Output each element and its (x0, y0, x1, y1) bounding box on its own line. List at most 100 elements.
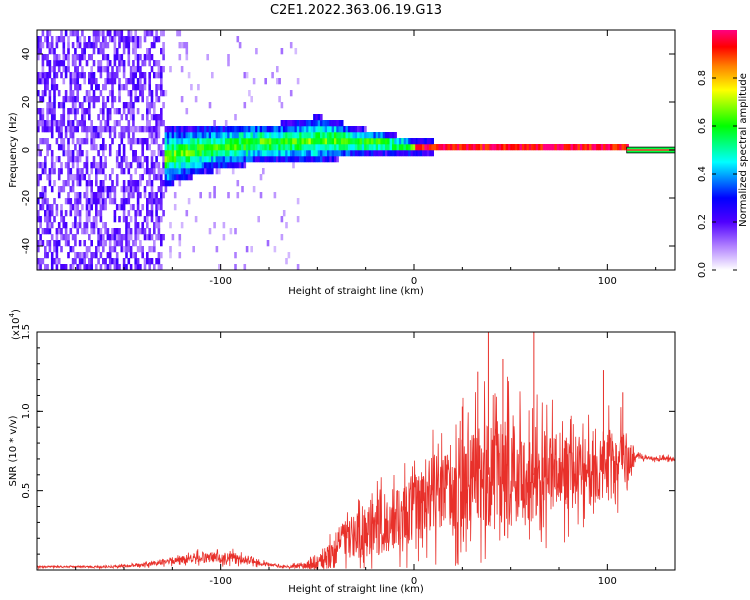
spectrogram-cell (85, 186, 89, 193)
spectrogram-cell (85, 192, 89, 199)
spectrogram-cell (310, 138, 314, 145)
spectrogram-cell (306, 144, 309, 151)
spectrogram-cell (104, 102, 107, 109)
spectrogram-cell (166, 180, 170, 187)
spectrogram-cell (347, 132, 351, 139)
spectrogram-cell (310, 156, 314, 163)
spectrogram-cell (169, 156, 172, 163)
spectrogram-cell (48, 60, 52, 67)
spectrogram-cell (136, 108, 140, 115)
spectrogram-cell (589, 144, 592, 151)
spectrogram-cell (276, 78, 279, 85)
spectrogram-cell (111, 258, 114, 265)
spectrogram-cell (46, 102, 49, 109)
spectrogram-cell (127, 78, 131, 85)
spectrogram-cell (39, 72, 42, 79)
spectrogram-cell (150, 246, 154, 253)
spectrogram-cell (164, 174, 168, 181)
spectrogram-cell (99, 198, 103, 205)
spectrogram-cell (250, 144, 253, 151)
spectrogram-cell (85, 204, 89, 211)
spectrogram-cell (317, 120, 321, 127)
spectrogram-cell (306, 156, 309, 163)
spectrogram-cell (218, 264, 221, 270)
spectrogram-cell (146, 114, 149, 121)
spectrogram-cell (185, 210, 189, 217)
spectrogram-cell (104, 240, 107, 247)
spectrogram-cell (81, 30, 84, 37)
spectrogram-cell (104, 204, 107, 211)
spectrogram-cell (95, 180, 98, 187)
spectrogram-cell (95, 168, 98, 175)
spectrogram-ytick-label: 40 (21, 48, 32, 61)
spectrogram-cell (113, 36, 117, 43)
spectrogram-cell (245, 72, 249, 79)
colorbar-ticks: 0.00.20.40.60.8 (697, 70, 737, 278)
spectrogram-cell (67, 156, 70, 163)
spectrogram-cell (296, 138, 300, 145)
spectrogram-cell (197, 156, 200, 163)
spectrogram-cell (46, 240, 49, 247)
spectrogram-cell (185, 156, 189, 163)
spectrogram-cell (120, 36, 124, 43)
spectrogram-cell (50, 186, 54, 193)
colorbar-tick-label: 0.4 (697, 166, 708, 182)
spectrogram-cell (53, 72, 56, 79)
spectrogram-cell (238, 132, 242, 139)
spectrogram-cell (71, 126, 75, 133)
spectrogram-cell (69, 204, 73, 211)
spectrogram-cell (78, 102, 82, 109)
spectrogram-cell (102, 204, 105, 211)
spectrogram-cell (78, 168, 82, 175)
spectrogram-cell (350, 150, 353, 157)
spectrogram-cell (88, 216, 91, 223)
spectrogram-cell (308, 120, 311, 127)
spectrogram-cell (122, 42, 126, 49)
spectrogram-cell (303, 150, 307, 157)
spectrogram-cell (157, 186, 161, 193)
spectrogram-cell (276, 66, 279, 73)
spectrogram-cell (74, 156, 77, 163)
spectrogram-cell (78, 138, 82, 145)
spectrogram-cell (88, 180, 91, 187)
spectrogram-cell (139, 90, 142, 97)
spectrogram-cell (294, 150, 298, 157)
spectrogram-cell (134, 186, 137, 193)
spectrogram-cell (178, 162, 182, 169)
spectrogram-cell (71, 102, 75, 109)
spectrogram-cell (95, 78, 98, 85)
spectrogram-cell (67, 234, 70, 241)
spectrogram-cell (568, 144, 571, 151)
spectrogram-cell (160, 198, 163, 205)
spectrogram-cell (180, 222, 184, 229)
spectrogram-cell (92, 36, 96, 43)
spectrogram-cell (106, 126, 110, 133)
spectrogram-cell (134, 30, 137, 37)
spectrogram-cell (125, 156, 128, 163)
spectrogram-cell (76, 210, 79, 217)
spectrogram-cell (245, 126, 249, 133)
spectrogram-cell (371, 150, 374, 157)
spectrogram-cell (294, 156, 298, 163)
spectrogram-cell (127, 198, 131, 205)
spectrogram-cell (76, 168, 79, 175)
spectrogram-cell (345, 126, 349, 133)
spectrogram-cell (157, 36, 161, 43)
spectrogram-cell (136, 156, 140, 163)
spectrogram-cell (108, 252, 112, 259)
spectrogram-cell (245, 138, 249, 145)
spectrogram-cell (113, 210, 117, 217)
spectrogram-cell (99, 186, 103, 193)
spectrogram-cell (134, 258, 137, 265)
snr-ylabel: SNR (10 * v/v) (8, 415, 19, 486)
spectrogram-cell (67, 162, 70, 169)
spectrogram-cell (81, 150, 84, 157)
spectrogram-cell (183, 138, 186, 145)
spectrogram-cell (162, 192, 165, 199)
spectrogram-cell (83, 78, 86, 85)
spectrogram-cell (359, 126, 363, 133)
spectrogram-cell (192, 138, 195, 145)
spectrogram-cell (62, 102, 66, 109)
spectrogram-cell (37, 198, 40, 205)
spectrogram-cell (71, 78, 75, 85)
